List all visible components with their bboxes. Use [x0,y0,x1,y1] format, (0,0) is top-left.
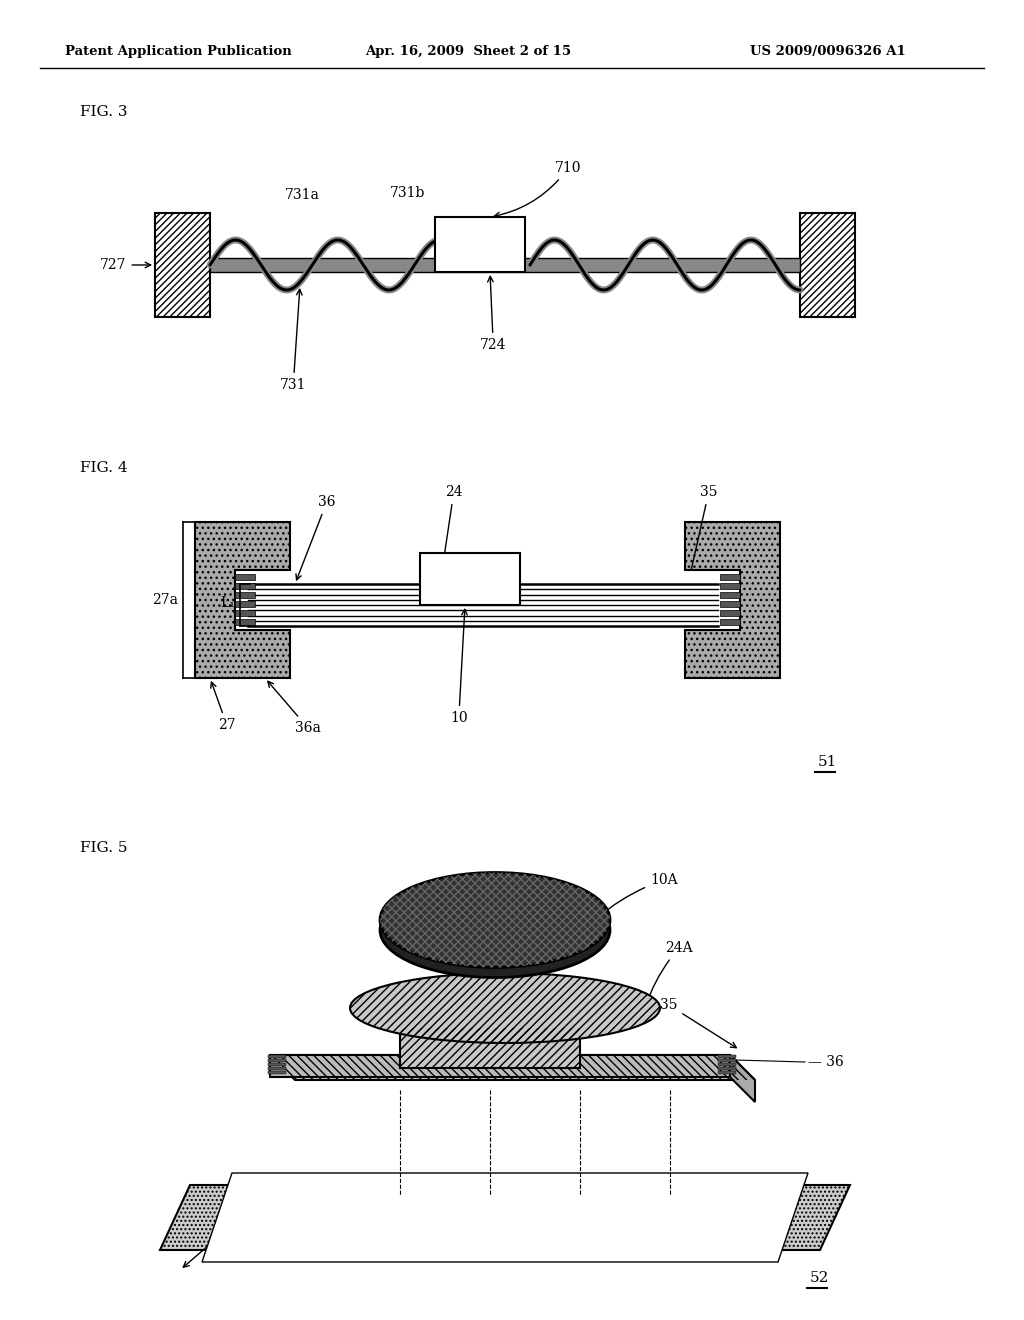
Text: 35: 35 [687,484,718,579]
Text: 727: 727 [100,257,151,272]
Ellipse shape [380,873,610,968]
Text: — 36: — 36 [808,1055,844,1069]
Bar [720,574,740,579]
Bar [155,213,210,317]
Bar [195,521,290,678]
Text: 724: 724 [480,276,507,352]
Text: FIG. 3: FIG. 3 [80,106,128,119]
Bar [420,553,520,605]
Bar [685,521,780,678]
Bar [685,521,780,678]
Bar [718,1055,736,1059]
Bar [683,570,740,630]
Text: 27: 27 [183,1221,238,1267]
Text: 731: 731 [280,289,306,392]
Bar [800,213,855,317]
Text: Apr. 16, 2009  Sheet 2 of 15: Apr. 16, 2009 Sheet 2 of 15 [365,45,571,58]
Text: 52: 52 [810,1271,829,1284]
Ellipse shape [350,973,660,1043]
Bar [234,583,255,589]
Bar [718,1071,736,1074]
Bar [268,1055,286,1059]
Bar [800,213,855,317]
Text: 731a: 731a [285,187,319,202]
Bar [234,570,292,630]
Text: FIG. 4: FIG. 4 [80,461,128,475]
Text: 10A: 10A [598,873,678,917]
Polygon shape [270,1055,755,1080]
Bar [720,601,740,607]
Bar [234,619,255,624]
Text: 51: 51 [818,755,838,770]
Bar [720,610,740,616]
Bar [268,1071,286,1074]
Ellipse shape [380,883,610,978]
Bar [268,1067,286,1071]
Bar [234,591,255,598]
Polygon shape [160,1185,850,1250]
Text: 731b: 731b [390,186,425,201]
Text: 27a: 27a [152,593,178,607]
Bar [195,521,290,678]
Text: 710: 710 [495,161,582,218]
Polygon shape [270,1055,730,1077]
Bar [155,213,210,317]
Bar [720,619,740,624]
Bar [718,1063,736,1067]
Text: 24: 24 [438,484,463,579]
Text: 36: 36 [296,495,336,579]
Text: Patent Application Publication: Patent Application Publication [65,45,292,58]
Bar [435,216,525,272]
Polygon shape [730,1055,755,1102]
Bar [234,610,255,616]
Bar [720,591,740,598]
Text: US 2009/0096326 A1: US 2009/0096326 A1 [750,45,906,58]
Text: L₁: L₁ [220,597,234,610]
Bar [210,257,800,272]
Bar [720,583,740,589]
Text: 27: 27 [211,682,236,733]
Text: FIG. 5: FIG. 5 [80,841,128,855]
Bar [234,574,255,579]
Bar [718,1059,736,1063]
Text: 36a: 36a [268,681,321,735]
Text: 10: 10 [450,610,468,725]
Bar [400,1028,580,1068]
Bar [400,1028,580,1068]
Polygon shape [202,1173,808,1262]
Text: 35: 35 [660,998,736,1048]
Bar [268,1059,286,1063]
Bar [718,1067,736,1071]
Text: 24A: 24A [645,941,692,1005]
Bar [234,601,255,607]
Bar [268,1063,286,1067]
